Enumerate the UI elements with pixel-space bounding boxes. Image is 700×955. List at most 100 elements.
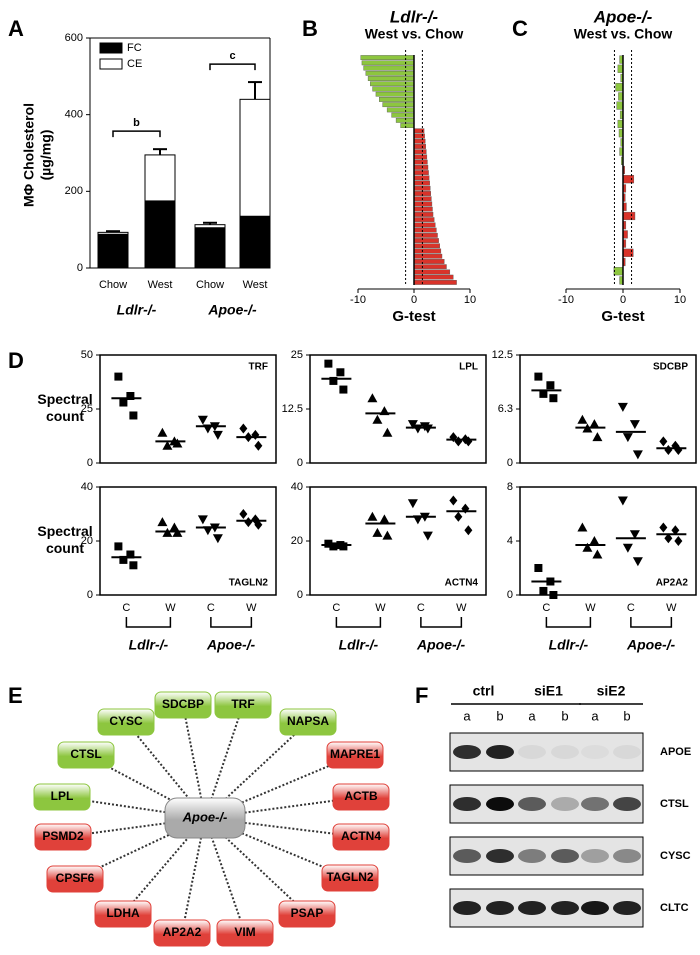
- bar: [622, 211, 636, 221]
- x-tick-label: W: [246, 602, 257, 614]
- band: [551, 901, 579, 915]
- band: [486, 797, 514, 811]
- group-label: Ldlr-/-: [129, 637, 169, 653]
- bar: [413, 138, 426, 144]
- data-point: [464, 525, 473, 536]
- x-tick-label: W: [375, 602, 386, 614]
- bar-segment: [239, 215, 271, 269]
- data-point: [114, 542, 123, 551]
- bar: [386, 107, 415, 113]
- y-tick-label: 12.5: [282, 403, 303, 415]
- bar: [615, 83, 624, 92]
- edge: [182, 704, 206, 819]
- bar: [382, 102, 415, 108]
- bar: [413, 227, 437, 233]
- bar: [379, 97, 415, 102]
- y-tick-label: 0: [87, 589, 93, 601]
- y-tick-label: 0: [77, 262, 83, 274]
- group-label: Apoe-/-: [416, 637, 466, 653]
- data-point: [197, 515, 208, 525]
- y-tick-label: 50: [81, 349, 93, 361]
- bar: [616, 101, 624, 110]
- bar: [413, 164, 429, 170]
- legend-swatch: [99, 42, 123, 54]
- x-tick-label: 10: [674, 294, 686, 306]
- data-point: [339, 542, 348, 551]
- bar-segment: [144, 200, 176, 269]
- x-axis-label: G-test: [392, 308, 435, 325]
- data-point: [659, 436, 668, 447]
- band: [581, 797, 609, 811]
- bar: [365, 70, 415, 76]
- node: [57, 741, 115, 769]
- node-label: AP2A2: [163, 925, 202, 939]
- chart-subtitle: West vs. Chow: [365, 26, 464, 42]
- data-point: [114, 372, 123, 381]
- band: [581, 849, 609, 863]
- y-tick-label: 8: [507, 481, 513, 493]
- y-tick-label: 4: [507, 535, 513, 547]
- band: [613, 849, 641, 863]
- lane-label: a: [463, 708, 471, 723]
- node: [216, 919, 274, 947]
- data-point: [577, 522, 588, 532]
- node: [326, 741, 384, 769]
- data-point: [162, 440, 173, 450]
- bar: [413, 264, 447, 270]
- data-point: [254, 440, 263, 451]
- node: [34, 823, 92, 851]
- lane-label: b: [623, 708, 630, 723]
- x-tick-label: W: [666, 602, 677, 614]
- data-point: [632, 450, 643, 460]
- y-tick-label: 0: [297, 589, 303, 601]
- row-label: CLTC: [660, 902, 689, 914]
- y-axis-label: MΦ Cholesterol: [21, 103, 37, 207]
- data-point: [367, 511, 378, 521]
- data-point: [367, 393, 378, 403]
- node-label: CPSF6: [56, 871, 95, 885]
- y-tick-label: 200: [65, 185, 83, 197]
- node: [153, 919, 211, 947]
- blot-panel: [449, 784, 644, 824]
- blot-panel: [449, 888, 644, 928]
- bar: [413, 217, 435, 223]
- blot-panel: [449, 732, 644, 772]
- bar-segment: [97, 231, 129, 235]
- node-label: SDCBP: [162, 697, 204, 711]
- node-label: TAGLN2: [326, 870, 373, 884]
- x-tick-label: C: [332, 602, 340, 614]
- x-tick-label: C: [207, 602, 215, 614]
- node: [94, 900, 152, 928]
- protein-label: AP2A2: [656, 578, 689, 589]
- edge: [204, 754, 356, 819]
- data-point: [422, 531, 433, 541]
- node-label: LPL: [51, 789, 74, 803]
- bar-segment: [239, 98, 271, 217]
- node: [154, 691, 212, 719]
- row-label: CTSL: [660, 798, 689, 810]
- chart-subtitle: West vs. Chow: [574, 26, 673, 42]
- bar: [413, 243, 440, 249]
- legend-label: FC: [127, 42, 142, 54]
- data-point: [617, 402, 628, 412]
- x-tick-label: C: [627, 602, 635, 614]
- group-bracket: [420, 617, 463, 628]
- bar: [413, 248, 442, 254]
- node-label: CYSC: [109, 714, 143, 728]
- data-point: [382, 530, 393, 540]
- node-label: MAPRE1: [330, 747, 380, 761]
- bar: [370, 81, 415, 87]
- data-point: [407, 420, 418, 430]
- x-tick-label: C: [122, 602, 130, 614]
- lane-label: a: [591, 708, 599, 723]
- band: [551, 849, 579, 863]
- lane-label: b: [561, 708, 568, 723]
- band: [551, 745, 579, 759]
- x-tick-label: Chow: [99, 279, 127, 291]
- data-point: [549, 394, 558, 403]
- node-label: VIM: [234, 925, 255, 939]
- data-point: [239, 509, 248, 519]
- data-point: [664, 445, 673, 456]
- band: [486, 745, 514, 759]
